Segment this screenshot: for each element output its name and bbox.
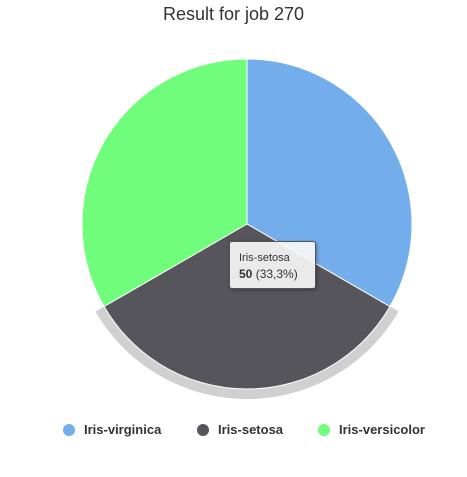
tooltip-value: 50: [239, 267, 253, 281]
legend-marker-icon: [63, 423, 75, 436]
pie-slice-iris-versicolor[interactable]: [81, 58, 248, 307]
pie-chart: [81, 58, 413, 399]
legend-item-iris-virginica[interactable]: Iris-virginica: [63, 422, 161, 437]
tooltip-percent: (33,3%): [255, 267, 298, 281]
legend-marker-icon: [197, 423, 209, 436]
legend-label: Iris-virginica: [84, 422, 162, 437]
legend-item-iris-setosa[interactable]: Iris-setosa: [197, 422, 283, 437]
chart-title: Result for job 270: [162, 4, 305, 24]
legend-item-iris-versicolor[interactable]: Iris-versicolor: [318, 422, 425, 437]
pie-slice-iris-setosa[interactable]: [103, 223, 391, 390]
chart-legend: Iris-virginica Iris-setosa Iris-versicol…: [0, 422, 467, 442]
legend-label: Iris-versicolor: [339, 422, 425, 437]
legend-label: Iris-setosa: [218, 422, 284, 437]
chart-tooltip: Iris-setosa 50 (33,3%): [229, 241, 316, 289]
tooltip-series-name: Iris-setosa: [239, 252, 290, 264]
legend-marker-icon: [318, 423, 330, 436]
